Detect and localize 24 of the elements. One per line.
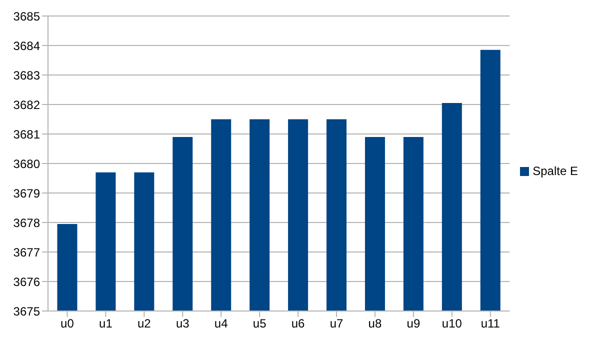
x-tick-label: u2	[137, 316, 152, 331]
x-tick-label: u1	[99, 316, 113, 331]
legend-label: Spalte E	[532, 164, 578, 178]
y-tick-label: 3676	[13, 274, 40, 289]
y-tick-label: 3679	[13, 186, 40, 200]
x-tick-label: u6	[291, 316, 306, 331]
x-tick-label: u4	[214, 316, 228, 331]
x-tick-label: u0	[60, 316, 74, 331]
y-tick-label: 3680	[13, 156, 40, 171]
y-tick-label: 3675	[13, 304, 40, 318]
y-tick-label: 3681	[13, 127, 40, 142]
y-tick-label: 3677	[13, 245, 40, 260]
x-tick-label: u7	[330, 316, 344, 331]
y-tick-label: 3684	[13, 38, 40, 53]
y-tick-label: 3685	[13, 9, 40, 24]
y-tick-label: 3682	[13, 98, 40, 112]
y-tick-label: 3683	[13, 68, 40, 82]
x-tick-label: u8	[368, 316, 382, 331]
x-tick-label: u10	[442, 316, 462, 331]
x-tick-label: u5	[252, 316, 267, 331]
x-tick-label: u11	[480, 316, 500, 331]
y-tick-label: 3678	[13, 216, 40, 230]
x-tick-label: u9	[406, 316, 420, 331]
x-tick-label: u3	[176, 316, 190, 331]
